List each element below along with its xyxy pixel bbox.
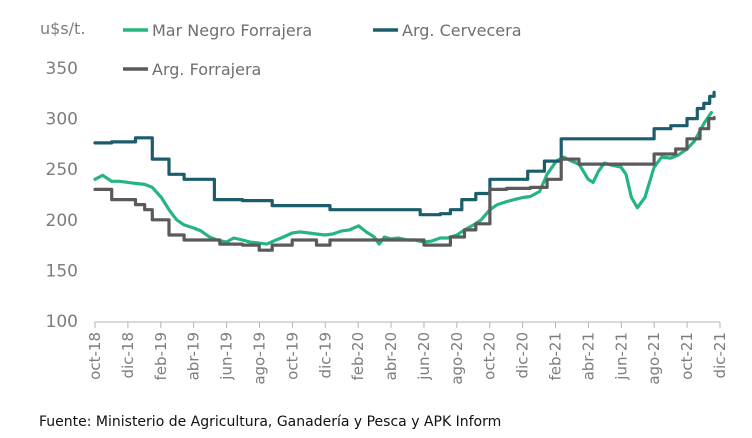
x-tick-label: jun-20	[415, 332, 433, 381]
x-tick-label: dic-19	[316, 332, 334, 378]
x-tick-label: ago-20	[448, 332, 466, 385]
series-lines	[93, 90, 716, 252]
y-tick-label: 150	[46, 261, 78, 281]
y-tick-label: 250	[46, 160, 78, 180]
x-tick-label: ago-19	[250, 332, 268, 385]
y-tick-label: 200	[46, 211, 78, 231]
x-tick-label: oct-20	[481, 332, 499, 380]
legend-label: Arg. Cervecera	[402, 21, 522, 40]
y-axis: 100 150 200 250 300 350	[46, 59, 78, 332]
x-tick-label: dic-21	[711, 332, 729, 378]
y-tick-label: 100	[46, 312, 78, 332]
line-chart: 100 150 200 250 300 350 oct-18 dic-18 feb-19 abr…	[40, 19, 729, 385]
x-tick-label: oct-18	[86, 332, 104, 380]
series-line-arg-forrajera	[93, 116, 716, 252]
y-tick-label: 300	[46, 110, 78, 130]
x-tick-label: feb-21	[547, 332, 565, 381]
x-tick-label: feb-19	[152, 332, 170, 381]
source-note: Fuente: Ministerio de Agricultura, Ganad…	[39, 414, 502, 430]
x-tick-label: oct-19	[283, 332, 301, 380]
x-tick-label: abr-19	[185, 332, 203, 380]
x-tick-label: dic-18	[119, 332, 137, 378]
legend-label: Arg. Forrajera	[152, 60, 261, 79]
x-tick-label: oct-21	[678, 332, 696, 380]
y-tick-label: 350	[46, 59, 78, 79]
legend-label: Mar Negro Forrajera	[152, 21, 312, 40]
x-tick-label: feb-20	[349, 332, 367, 381]
x-tick-label: abr-21	[579, 332, 597, 380]
x-tick-label: dic-20	[514, 332, 532, 378]
y-axis-title: u$s/t.	[40, 19, 85, 38]
x-tick-label: jun-21	[612, 332, 630, 381]
x-tick-label: ago-21	[645, 332, 663, 385]
legend: Mar Negro Forrajera Arg. Cervecera Arg. Fo…	[123, 21, 522, 79]
x-axis: oct-18 dic-18 feb-19 abr-19 jun-19 ago-19 oct-…	[86, 321, 729, 385]
series-line-arg-cervecera	[93, 90, 716, 217]
x-tick-label: jun-19	[218, 332, 236, 381]
x-tick-label: abr-20	[382, 332, 400, 380]
